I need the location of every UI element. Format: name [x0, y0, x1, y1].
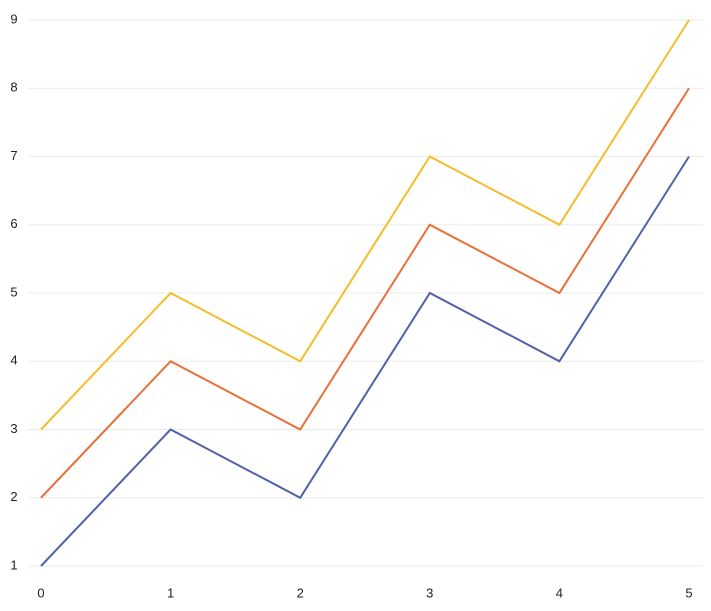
x-tick-label: 2 — [297, 585, 304, 600]
y-tick-label: 5 — [10, 284, 17, 299]
series-line — [40, 87, 690, 499]
y-tick-label: 1 — [10, 557, 17, 572]
x-tick-label: 1 — [167, 585, 174, 600]
y-tick-label: 3 — [10, 421, 17, 436]
y-tick-label: 4 — [10, 353, 17, 368]
x-tick-label: 3 — [426, 585, 433, 600]
series-line — [40, 155, 690, 567]
x-tick-label: 5 — [685, 585, 692, 600]
x-tick-label: 4 — [556, 585, 563, 600]
series-line — [40, 19, 690, 431]
y-tick-label: 8 — [10, 80, 17, 95]
x-tick-label: 0 — [37, 585, 44, 600]
y-tick-label: 7 — [10, 148, 17, 163]
y-tick-label: 2 — [10, 489, 17, 504]
y-tick-label: 6 — [10, 216, 17, 231]
y-tick-label: 9 — [10, 11, 17, 26]
